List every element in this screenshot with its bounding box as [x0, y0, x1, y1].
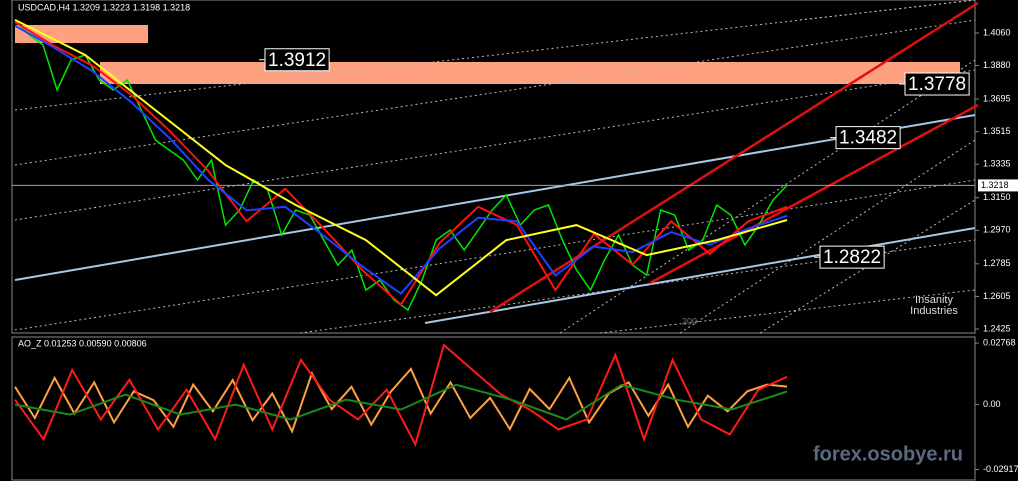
- level-label: 1.3912: [268, 50, 326, 71]
- level-label: 1.3778: [908, 74, 966, 95]
- price-tag: 1.3218: [981, 180, 1009, 190]
- main-panel-frame: [11, 0, 976, 334]
- series-line: [14, 21, 788, 307]
- logo: Insanity: [915, 294, 953, 306]
- y-tick-label: 0.00: [983, 399, 1001, 409]
- y-tick-label: -0.02917: [983, 464, 1018, 474]
- y-tick-label: 1.2605: [983, 291, 1011, 301]
- channel: [14, 114, 976, 324]
- y-tick-label: 1.4060: [983, 27, 1011, 37]
- level-label: 1.3482: [839, 128, 897, 149]
- series-line: [14, 343, 788, 448]
- y-tick-label: 1.3335: [983, 159, 1011, 169]
- level-box: [819, 245, 885, 269]
- level-box: [904, 72, 970, 96]
- chart-title: USDCAD,H4 1.3209 1.3223 1.3198 1.3218: [18, 2, 190, 12]
- y-tick-label: 1.3515: [983, 126, 1011, 136]
- y-tick-label: 0.02768: [983, 337, 1016, 347]
- watermark: forex.osobye.ru: [813, 443, 963, 465]
- level-box: [835, 126, 901, 150]
- level-box: [264, 48, 330, 72]
- y-tick-label: 1.3880: [983, 60, 1011, 70]
- annotation: 200: [682, 316, 697, 326]
- series-line: [14, 24, 788, 296]
- osc-panel-frame: [11, 336, 976, 481]
- y-tick-label: 1.3150: [983, 192, 1011, 202]
- series-line: [14, 383, 788, 421]
- chart-title: AO_Z 0.01253 0.00590 0.00806: [18, 338, 147, 348]
- zone: [15, 25, 148, 43]
- level-label: 1.2822: [823, 247, 881, 268]
- y-tick-label: 1.2425: [983, 323, 1011, 333]
- y-tick-label: 1.2970: [983, 225, 1011, 235]
- logo: Industries: [910, 305, 958, 317]
- y-tick-label: 1.3695: [983, 93, 1011, 103]
- zone: [100, 62, 960, 84]
- y-tick-label: 1.2785: [983, 258, 1011, 268]
- price-tag-bg: [978, 179, 1018, 192]
- series-line: [14, 19, 788, 297]
